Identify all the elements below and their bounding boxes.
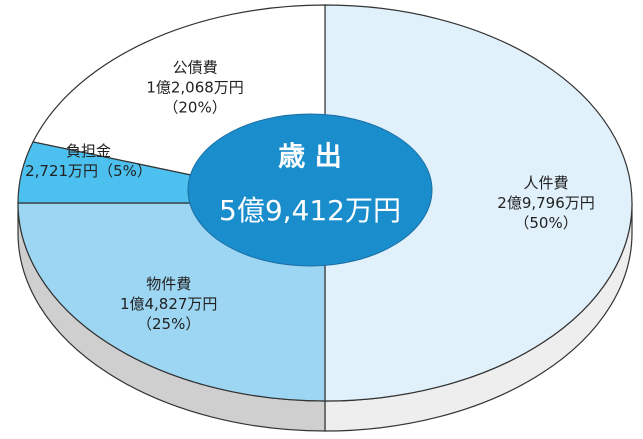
category: 負担金 (66, 141, 111, 159)
slice-label: 物件費 1億4,827万円 （25%） (120, 274, 218, 332)
slice-label: 負担金 2,721万円（5%） (25, 141, 152, 179)
amount: 2,721万円 (25, 161, 98, 179)
slice-label: 人件費 2億9,796万円 （50%） (497, 174, 595, 232)
amount: 2億9,796万円 (497, 194, 595, 212)
center-total: 5億9,412万円 (219, 194, 401, 227)
amount: 1億2,068万円 (146, 78, 244, 96)
category: 人件費 (524, 174, 569, 192)
percent: （5%） (98, 161, 152, 179)
percent: （20%） (163, 98, 226, 116)
percent: （50%） (514, 214, 577, 232)
slice (324, 4, 633, 402)
category: 物件費 (146, 274, 191, 292)
percent: （25%） (137, 314, 200, 332)
amount: 1億4,827万円 (120, 294, 218, 312)
category: 公債費 (173, 58, 218, 76)
center-title: 歳 出 (278, 142, 341, 173)
slice-label: 公債費 1億2,068万円 （20%） (146, 58, 244, 116)
center-badge (187, 113, 433, 267)
